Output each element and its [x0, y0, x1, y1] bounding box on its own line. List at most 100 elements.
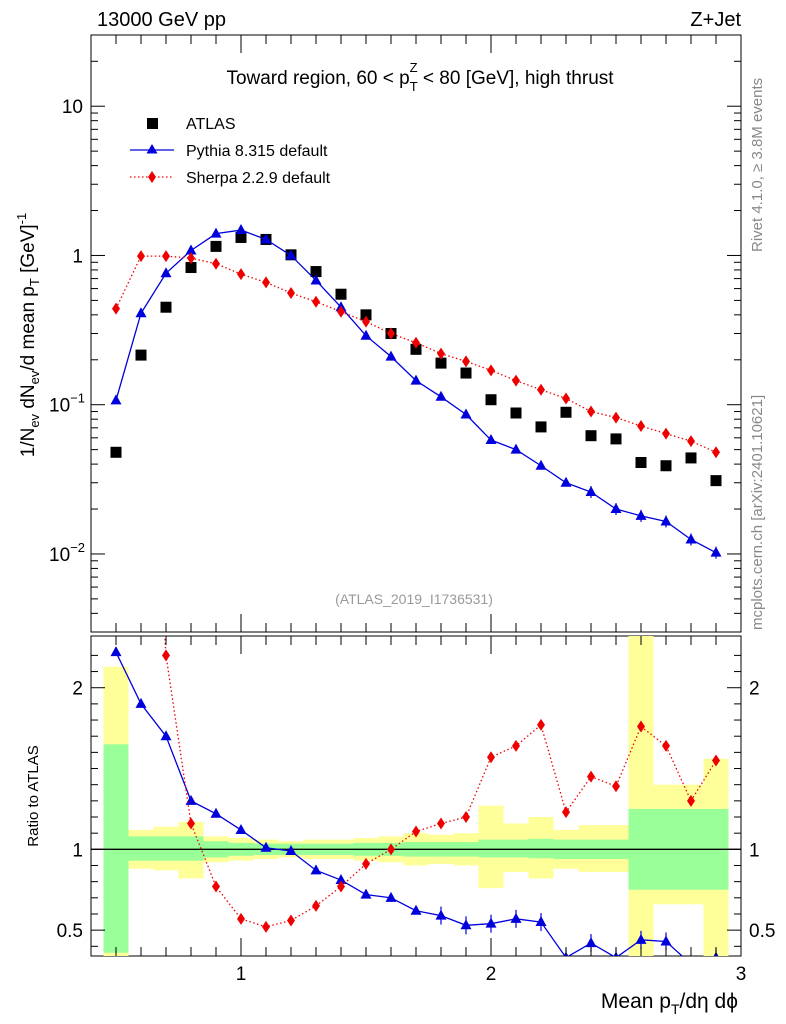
ratio-y-tick-label-left: 1 [72, 840, 83, 861]
ratio-pythia-point [635, 933, 647, 944]
pythia-point [260, 233, 272, 244]
ratio-sherpa-point [537, 718, 545, 731]
sherpa-point [187, 252, 195, 265]
ratio-pythia-point [535, 916, 547, 927]
ratio-pythia-point [435, 909, 447, 920]
main-y-axis-label: 1/Nev dNev/d mean pT [GeV]-1 [14, 213, 42, 458]
atlas-point [410, 343, 422, 355]
ratio-sherpa-point [237, 912, 245, 925]
sherpa-point [312, 295, 320, 308]
ratio-sherpa-point [512, 739, 520, 752]
main-y-tick-label: 10 [62, 97, 83, 118]
sherpa-point [337, 305, 345, 318]
ratio-sherpa-point [637, 720, 645, 733]
main-y-tick-label: 10−2 [49, 540, 85, 566]
ratio-pythia-point [110, 646, 122, 657]
ratio-sherpa-point [287, 914, 295, 927]
atlas-point [235, 231, 247, 243]
ratio-sherpa-point [487, 751, 495, 764]
main-y-tick-label: 10−1 [49, 391, 85, 417]
main-series [110, 224, 722, 559]
stat-band-bin [128, 836, 154, 861]
atlas-point [610, 433, 622, 445]
ratio-pythia-point [385, 891, 397, 902]
ratio-y-tick-label-left: 2 [72, 679, 83, 700]
syst-band-bin [628, 636, 654, 956]
main-y-tick-label: 1 [72, 246, 83, 267]
sherpa-point [562, 392, 570, 405]
ratio-pythia-point [260, 841, 272, 852]
sherpa-point [437, 347, 445, 360]
pythia-point [635, 509, 647, 520]
ratio-sherpa-point [387, 843, 395, 856]
title-sup: Z [410, 60, 418, 75]
ratio-pythia-point [485, 917, 497, 928]
sherpa-point [287, 287, 295, 300]
pythia-point [310, 274, 322, 285]
pythia-point [660, 515, 672, 526]
sherpa-point [487, 364, 495, 377]
atlas-point [660, 460, 672, 472]
ratio-sherpa-point [437, 817, 445, 830]
legend-sherpa-label: Sherpa 2.2.9 default [186, 170, 331, 187]
sherpa-point [637, 420, 645, 433]
pythia-point [135, 307, 147, 318]
legend: ATLAS Pythia 8.315 default Sherpa 2.2.9 … [130, 116, 331, 187]
ratio-pythia-point [310, 864, 322, 875]
ratio-y-axis-label: Ratio to ATLAS [25, 745, 42, 846]
title-pre: Toward region, 60 < p [226, 68, 409, 89]
ratio-y-tick-label-left: 0.5 [57, 921, 83, 942]
legend-atlas-marker [147, 118, 158, 129]
atlas-point [360, 309, 372, 321]
series-line-1 [115, 229, 717, 554]
stat-band-bin [503, 839, 529, 858]
main-plot-layer [110, 224, 722, 559]
ratio-series [110, 636, 720, 956]
pythia-point [710, 546, 722, 557]
ratio-pythia-point [185, 794, 197, 805]
ratio-sherpa-point [212, 880, 220, 893]
sherpa-point [212, 257, 220, 270]
ratio-pythia-point [335, 874, 347, 885]
sherpa-point [412, 336, 420, 349]
analysis-tag: (ATLAS_2019_I1736531) [335, 591, 493, 607]
atlas-point [635, 457, 647, 469]
ratio-sherpa-point [337, 880, 345, 893]
ratio-sherpa-point [187, 817, 195, 830]
sherpa-point [687, 435, 695, 448]
legend-sherpa-marker [148, 171, 156, 183]
ratio-pythia-point [660, 935, 672, 946]
title-sub: T [410, 79, 418, 94]
ratio-pythia-point [135, 697, 147, 708]
atlas-point [160, 301, 172, 313]
stat-band-bin [178, 836, 204, 861]
main-panel-title: Toward region, 60 < pTZ < 80 [GeV], high… [226, 60, 614, 94]
atlas-point [685, 452, 697, 464]
pythia-point [285, 249, 297, 260]
ratio-y-tick-label-right: 2 [749, 679, 760, 700]
x-axis-label: Mean pT/dη dϕ [601, 990, 738, 1017]
svg-text:1/Nev dNev/d mean pT [GeV]-1: 1/Nev dNev/d mean pT [GeV]-1 [14, 213, 42, 458]
ratio-pythia-point [360, 888, 372, 899]
pythia-point [210, 227, 222, 238]
sherpa-point [512, 374, 520, 387]
atlas-point [110, 446, 122, 458]
ratio-y-tick-label-right: 1 [749, 840, 760, 861]
stat-band-bin [478, 839, 504, 858]
header-process-label: Z+Jet [690, 9, 741, 31]
stat-band-bin [528, 838, 554, 859]
ratio-sherpa-point [262, 920, 270, 933]
legend-pythia-label: Pythia 8.315 default [186, 143, 328, 160]
header-energy-label: 13000 GeV pp [97, 9, 226, 31]
atlas-point [560, 406, 572, 418]
ratio-sherpa-point [562, 806, 570, 819]
ratio-sherpa-point [662, 739, 670, 752]
pythia-point [185, 244, 197, 255]
ratio-line-0 [115, 651, 684, 956]
x-tick-label: 1 [236, 964, 247, 985]
atlas-point [535, 421, 547, 433]
sherpa-point [112, 302, 120, 315]
pythia-point [560, 476, 572, 487]
pythia-point [435, 390, 447, 401]
atlas-point [435, 357, 447, 369]
